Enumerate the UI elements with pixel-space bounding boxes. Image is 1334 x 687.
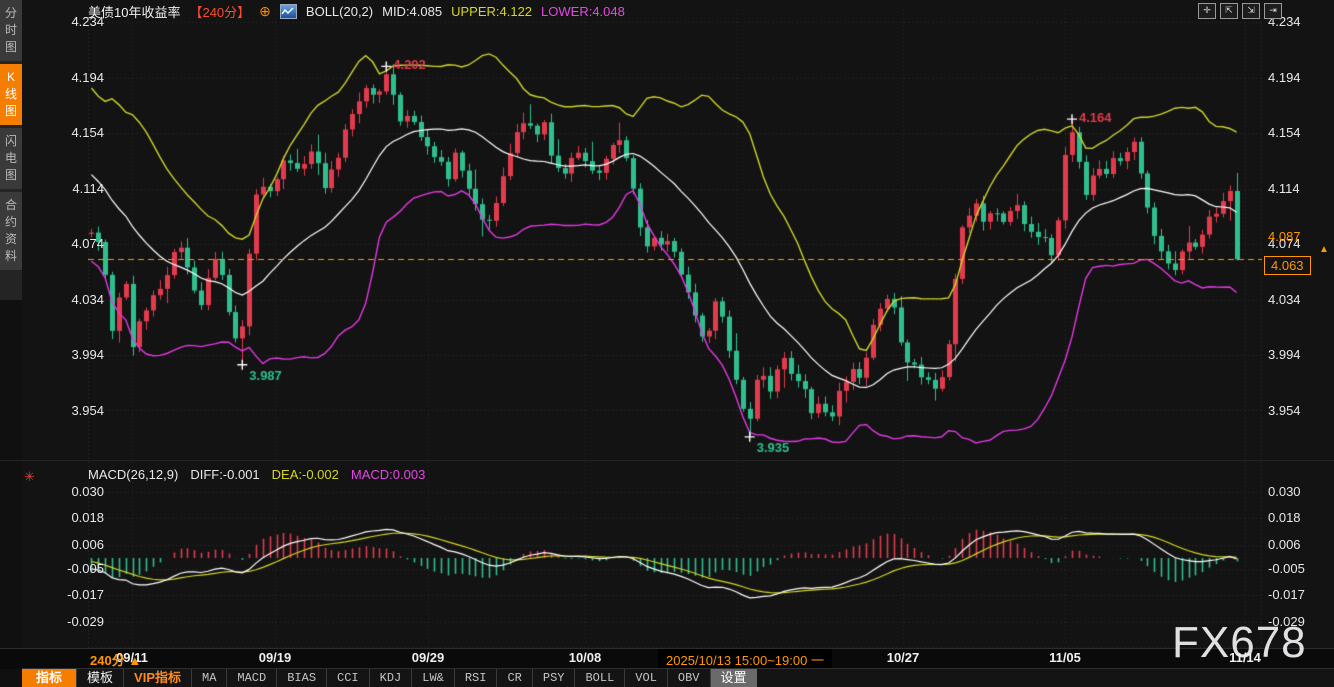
chart-tool-buttons: ✛ ⇱ ⇲ ⇥ <box>1198 3 1282 19</box>
mid-band-axis-marker: 4.087 <box>1268 229 1301 244</box>
toolbar-button-OBV[interactable]: OBV <box>666 669 710 687</box>
toolbar-button-模板[interactable]: 模板 <box>76 669 123 687</box>
sidebar-tab-char: 图 <box>4 168 17 182</box>
macd-label: MACD(26,12,9) <box>88 467 179 482</box>
toolbar-button-CCI[interactable]: CCI <box>326 669 369 687</box>
price-axis-label-left: 4.114 <box>72 180 104 196</box>
hover-time-tooltip: 2025/10/13 15:00~19:00 一 <box>658 649 832 670</box>
toolbar-button-MA[interactable]: MA <box>191 669 226 687</box>
macd-axis-label-left: -0.005 <box>67 561 104 576</box>
macd-diff-value: DIFF:-0.001 <box>190 467 260 482</box>
price-axis-label-right: 3.954 <box>1268 402 1301 418</box>
macd-axis-label-right: -0.029 <box>1268 613 1305 629</box>
macd-axis-label-left: -0.017 <box>67 587 104 603</box>
sidebar-tab-char: 图 <box>4 40 17 54</box>
boll-upper-value: UPPER:4.122 <box>451 4 533 19</box>
instrument-title: 美债10年收益率 <box>88 5 181 20</box>
period-tag: 【240分】 <box>189 5 251 20</box>
fit-x-axis-icon[interactable]: ⇱ <box>1220 3 1238 19</box>
toolbar-button-指标[interactable]: 指标 <box>22 669 77 687</box>
toolbar-button-MACD[interactable]: MACD <box>226 669 276 687</box>
boll-mid-value: MID:4.085 <box>382 4 443 19</box>
macd-axis-label-left: 0.018 <box>71 510 104 526</box>
price-axis-label-left: 4.034 <box>71 291 104 307</box>
price-axis-label-right: 4.154 <box>1268 125 1301 140</box>
boll-label: BOLL(20,2) <box>305 4 374 19</box>
x-axis-date-label: 09/19 <box>258 650 292 665</box>
boll-chart-icon[interactable] <box>279 4 297 19</box>
sidebar-tab-char: 资 <box>4 232 17 246</box>
x-axis-date-label: 09/11 <box>116 650 148 665</box>
x-axis-date-label: 10/08 <box>568 650 602 665</box>
sidebar-tab-char: 料 <box>4 249 17 263</box>
sidebar-tab-char: 闪 <box>4 134 17 148</box>
sidebar-tab-char: 电 <box>4 151 17 165</box>
pane-divider <box>0 460 1334 461</box>
price-axis-label-left: 4.074 <box>71 236 104 251</box>
sidebar-tab-char: 图 <box>4 104 17 118</box>
sidebar-tab-char: 时 <box>4 23 17 37</box>
sidebar-tab-char: K <box>6 70 15 84</box>
price-axis-label-left: 3.994 <box>71 347 104 362</box>
price-axis-label-right: 4.114 <box>1268 180 1300 196</box>
sidebar-tab-闪电图[interactable]: 闪电图 <box>0 128 22 189</box>
price-axis-label-left: 4.154 <box>71 125 104 140</box>
toolbar-button-VIP指标[interactable]: VIP指标 <box>123 669 191 687</box>
macd-header: MACD(26,12,9) DIFF:-0.001 DEA:-0.002 MAC… <box>88 467 425 482</box>
x-axis-date-label: 09/29 <box>411 650 445 665</box>
chart-header: 美债10年收益率 【240分】 ⊕ BOLL(20,2) MID:4.085 U… <box>88 2 625 21</box>
price-axis-label-right: 4.074 <box>1268 236 1301 251</box>
sidebar-tab-char: 约 <box>4 215 17 229</box>
toolbar-button-PSY[interactable]: PSY <box>531 669 575 687</box>
toolbar-button-BOLL[interactable]: BOLL <box>574 669 624 687</box>
x-axis-date-label: 11/14 <box>1229 650 1261 665</box>
scroll-latest-arrow-icon[interactable]: ▲ <box>1319 244 1329 255</box>
price-axis-label-right: 4.194 <box>1268 69 1301 85</box>
macd-axis-label-right: -0.005 <box>1268 561 1305 576</box>
crosshair-icon[interactable]: ✛ <box>1198 3 1216 19</box>
sidebar-tab-char: 分 <box>4 6 17 20</box>
macd-axis-label-left: 0.006 <box>71 536 104 552</box>
x-axis-date-label: 11/05 <box>1049 650 1081 665</box>
macd-axis-label-right: 0.018 <box>1268 510 1301 526</box>
period-dropdown-arrow-icon: ▲ <box>128 653 142 668</box>
last-price-axis-box: 4.063 <box>1264 256 1311 275</box>
pan-right-icon[interactable]: ⇥ <box>1264 3 1282 19</box>
period-selector[interactable]: 240分 ▲ <box>90 653 142 668</box>
toolbar-button-KDJ[interactable]: KDJ <box>368 669 412 687</box>
macd-axis-label-right: 0.006 <box>1268 536 1301 552</box>
x-axis-date-label: 10/27 <box>886 650 920 665</box>
toolbar-button-VOL[interactable]: VOL <box>624 669 667 687</box>
chart-canvas[interactable] <box>88 0 1262 650</box>
macd-axis-label-right: 0.030 <box>1268 484 1301 499</box>
sidebar-tab-char: 线 <box>4 87 17 101</box>
price-axis-label-right: 3.994 <box>1268 347 1301 362</box>
macd-axis-label-left: 0.030 <box>71 484 104 499</box>
sidebar-tab-分时图[interactable]: 分时图 <box>0 0 22 61</box>
toolbar-button-BIAS[interactable]: BIAS <box>276 669 326 687</box>
price-axis-label-right: 4.034 <box>1268 291 1301 307</box>
toolbar-button-设置[interactable]: 设置 <box>709 669 757 687</box>
macd-macd-value: MACD:0.003 <box>350 467 426 482</box>
watermark: FX678 <box>1172 618 1307 667</box>
add-indicator-icon[interactable]: ⊕ <box>259 3 271 19</box>
indicator-alert-icon[interactable]: ✳ <box>24 469 35 484</box>
macd-axis-label-right: -0.017 <box>1268 587 1305 603</box>
toolbar-button-CR[interactable]: CR <box>496 669 531 687</box>
fit-y-axis-icon[interactable]: ⇲ <box>1242 3 1260 19</box>
boll-lower-value: LOWER:4.048 <box>541 4 625 19</box>
sidebar-tab-合约资料[interactable]: 合约资料 <box>0 192 22 270</box>
toolbar-button-RSI[interactable]: RSI <box>453 669 497 687</box>
price-axis-label-left: 4.234 <box>71 14 104 29</box>
macd-dea-value: DEA:-0.002 <box>271 467 339 482</box>
toolbar-button-LW&[interactable]: LW& <box>411 669 454 687</box>
sidebar-tab-char: 合 <box>4 198 17 212</box>
price-axis-label-left: 3.954 <box>71 402 104 418</box>
macd-axis-label-left: -0.029 <box>67 613 104 629</box>
indicator-toolbar: 指标 模板 VIP指标 MA MACD BIAS CCI KDJ LW& RSI CR PSY BOLL… <box>22 668 1334 687</box>
price-axis-label-left: 4.194 <box>71 69 104 85</box>
